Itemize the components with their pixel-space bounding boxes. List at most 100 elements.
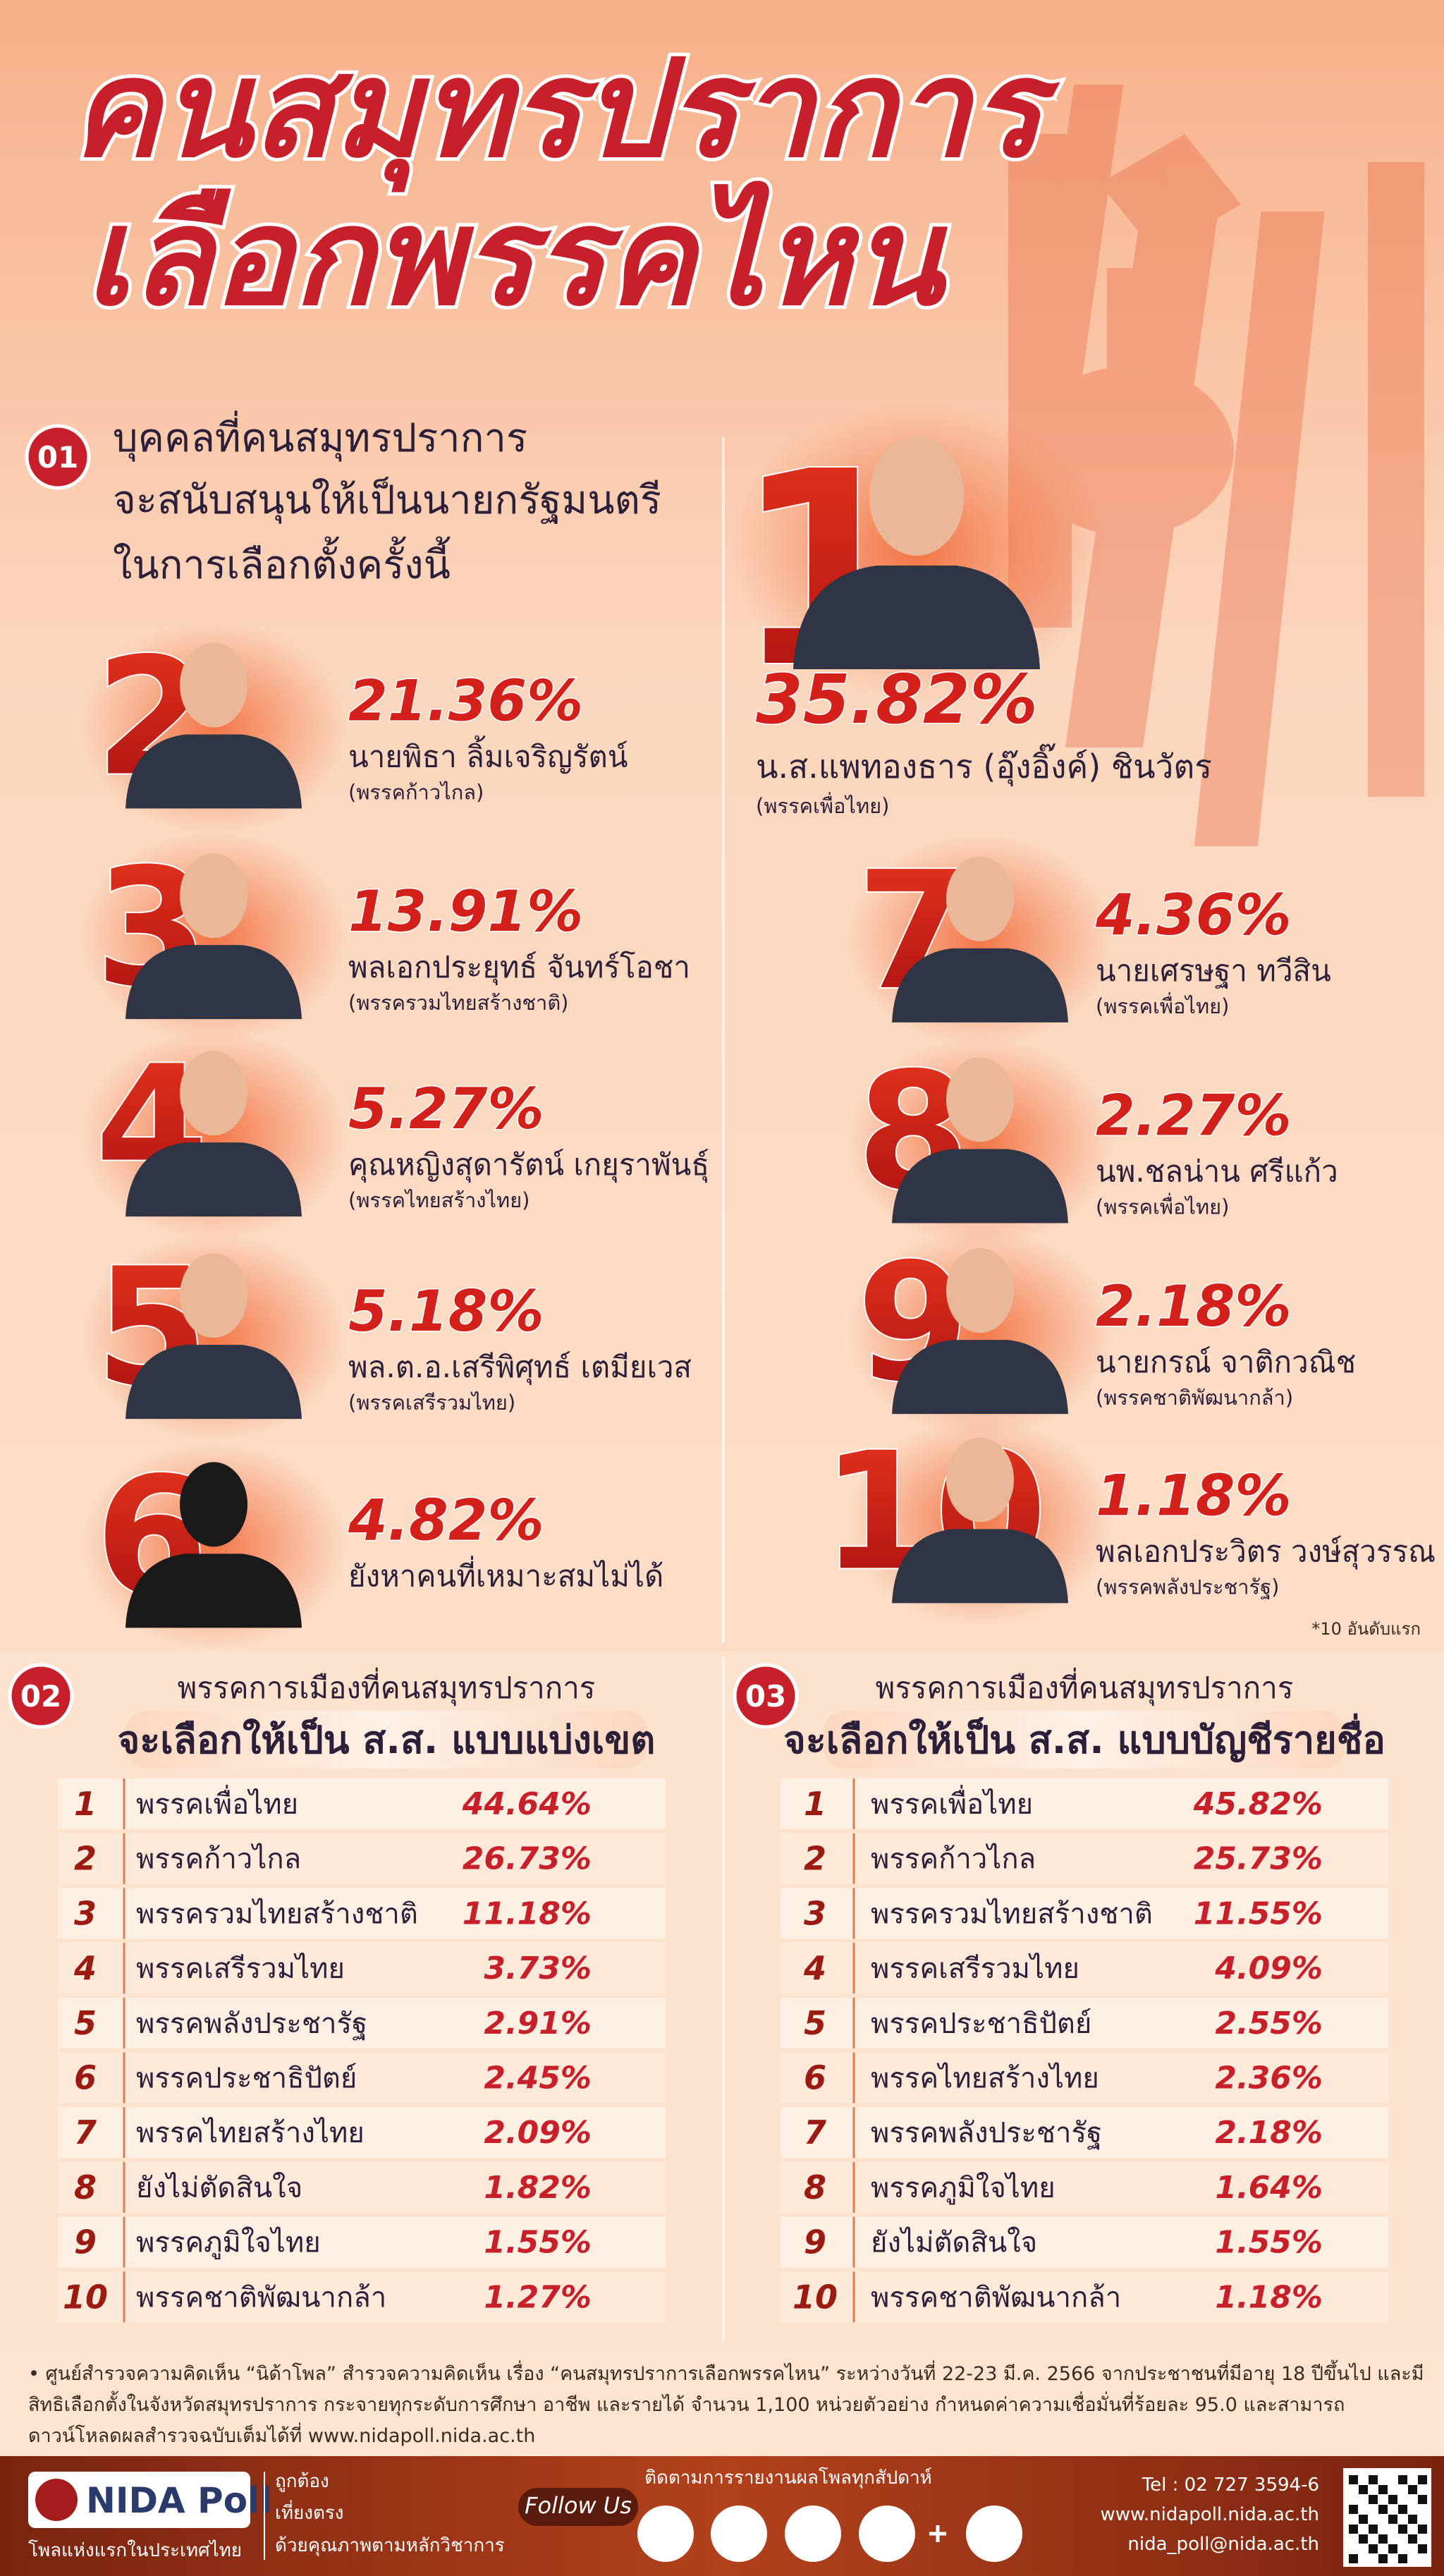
table-title: พรรคการเมืองที่คนสมุทรปราการ (178, 1668, 596, 1707)
row-party: พรรคภูมิใจไทย (871, 2171, 1056, 2204)
qr-cell (1349, 2554, 1358, 2563)
candidate-party: (พรรคเพื่อไทย) (756, 792, 889, 818)
table-row (781, 2161, 1388, 2213)
photo (126, 734, 302, 809)
candidate-party: (พรรคเสรีรวมไทย) (348, 1391, 515, 1415)
note: *10 อันดับแรก (1311, 1619, 1421, 1639)
qr-cell (1378, 2554, 1388, 2563)
row-percent: 1.55% (484, 2225, 592, 2261)
row-percent: 2.55% (1215, 2006, 1323, 2041)
candidate-name: นายกรณ์ จาติกวณิช (1096, 1345, 1356, 1379)
qr-cell (1408, 2515, 1417, 2524)
row-party: พรรคไทยสร้างไทย (136, 2117, 365, 2149)
candidate-percent: 4.36% (1095, 882, 1292, 948)
qr-cell (1388, 2515, 1397, 2524)
photo-head (180, 1051, 247, 1136)
photo-head (946, 1057, 1014, 1142)
row-percent: 11.18% (463, 1896, 592, 1931)
qr-cell (1398, 2505, 1407, 2514)
candidate-percent: 13.91% (348, 879, 583, 944)
row-rank: 6 (804, 2059, 826, 2097)
photo-head (180, 1462, 247, 1547)
candidate-name: นายเศรษฐา ทวีสิน (1096, 953, 1331, 989)
row-percent: 1.55% (1215, 2225, 1323, 2261)
section-badge (733, 1663, 799, 1729)
row-rank: 8 (74, 2168, 97, 2206)
social-icon (966, 2505, 1022, 2562)
qr-cell (1378, 2505, 1388, 2514)
row-party: พรรคเสรีรวมไทย (871, 1953, 1079, 1985)
slogan: ด้วยคุณภาพตามหลักวิชาการ (275, 2535, 505, 2556)
candidate-percent: 4.82% (348, 1487, 544, 1553)
slogan: ถูกต้อง (275, 2471, 329, 2492)
photo-head (946, 856, 1014, 941)
candidate-percent: 1.18% (1096, 1463, 1292, 1528)
table-row (58, 1833, 666, 1884)
tagline: โพลแห่งแรกในประเทศไทย (28, 2539, 242, 2561)
row-percent: 4.09% (1214, 1951, 1323, 1986)
qr-cell (1388, 2544, 1397, 2553)
row-rank: 10 (793, 2278, 838, 2316)
slogan: เที่ยงตรง (275, 2500, 344, 2524)
row-percent: 2.36% (1215, 2061, 1323, 2096)
candidate-name: น.ส.แพทองธาร (อุ๊งอิ๊งค์) ชินวัตร (756, 743, 1212, 787)
row-rank: 9 (74, 2223, 97, 2261)
qr-cell (1418, 2475, 1427, 2484)
row-percent: 1.82% (484, 2170, 592, 2206)
social-icon (859, 2505, 915, 2562)
row-rank: 5 (804, 2004, 826, 2042)
row-party: พรรคภูมิใจไทย (136, 2226, 321, 2259)
candidate-party: (พรรครวมไทยสร้างชาติ) (348, 991, 569, 1015)
social-icon (785, 2505, 841, 2562)
row-rank: 1 (74, 1785, 97, 1823)
table-row (781, 1833, 1388, 1884)
table-row (781, 1943, 1388, 1994)
row-party: พรรคเสรีรวมไทย (136, 1953, 345, 1985)
table-row (58, 1778, 666, 1829)
candidate-name: นายพิธา ลิ้มเจริญรัตน์ (348, 735, 628, 774)
footnote-text: ศูนย์สำรวจความคิดเห็น “นิด้าโพล” สำรวจคว… (28, 2363, 1424, 2447)
row-rank: 5 (74, 2004, 97, 2042)
table-title: จะเลือกให้เป็น ส.ส. แบบแบ่งเขต (118, 1718, 656, 1762)
row-percent: 3.73% (484, 1951, 592, 1986)
table-row (781, 1888, 1388, 1939)
row-party: พรรคเพื่อไทย (871, 1785, 1033, 1821)
candidate-percent: 35.82% (756, 660, 1038, 739)
qr-cell (1398, 2525, 1407, 2534)
table-row (781, 1778, 1388, 1829)
candidate-name: พลเอกประยุทธ์ จันทร์โอชา (348, 950, 690, 986)
table-row (58, 2052, 666, 2104)
table-row (58, 1888, 666, 1939)
qr-cell (1418, 2544, 1427, 2553)
row-percent: 2.91% (484, 2006, 592, 2041)
qr-cell (1359, 2485, 1368, 2494)
section-badge (25, 424, 91, 490)
photo-head (180, 642, 247, 728)
photo-head (946, 1437, 1014, 1522)
table-row (58, 2161, 666, 2213)
logo: NIDA Poll (86, 2480, 271, 2521)
logo-emblem (35, 2479, 78, 2521)
table-row (781, 2052, 1388, 2104)
qr-cell (1359, 2534, 1368, 2544)
qr-cell (1418, 2495, 1427, 2504)
section-number: 03 (745, 1679, 786, 1714)
qr-cell (1408, 2485, 1417, 2494)
row-party: พรรคชาติพัฒนากล้า (136, 2281, 386, 2314)
photo-head (180, 1253, 247, 1338)
row-party: พรรคพลังประชารัฐ (136, 2008, 367, 2041)
candidate-percent: 21.36% (348, 669, 583, 734)
photo (126, 1553, 302, 1628)
row-rank: 2 (74, 1840, 97, 1878)
row-percent: 2.09% (484, 2115, 592, 2151)
qr-cell (1398, 2475, 1407, 2484)
row-percent: 25.73% (1194, 1841, 1323, 1877)
qr-cell (1369, 2475, 1378, 2484)
row-rank: 4 (73, 1949, 97, 1987)
qr-cell (1369, 2525, 1378, 2534)
qr-cell (1388, 2495, 1397, 2504)
section-number: 02 (20, 1679, 61, 1714)
row-party: ยังไม่ตัดสินใจ (136, 2171, 302, 2204)
